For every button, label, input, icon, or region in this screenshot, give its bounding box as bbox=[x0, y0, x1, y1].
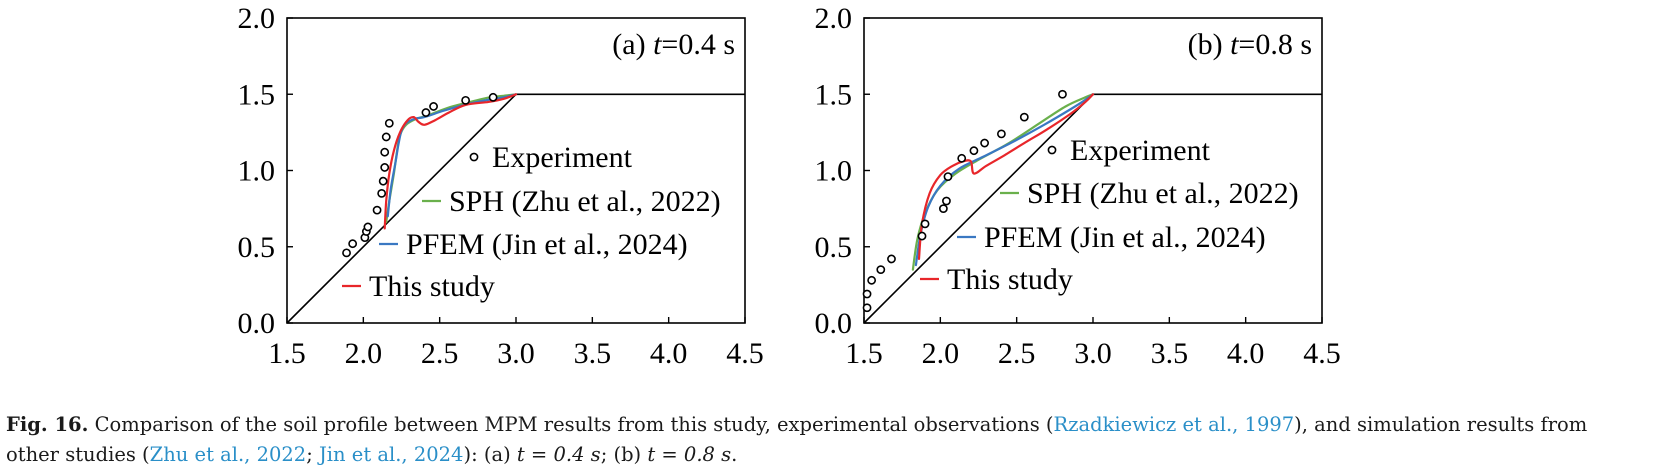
legend-label-experiment: Experiment bbox=[1070, 134, 1211, 167]
panel-time-value: =0.4 s bbox=[661, 28, 735, 61]
y-tick-label: 0.5 bbox=[815, 231, 853, 264]
y-tick-label: 1.5 bbox=[815, 78, 853, 111]
experiment-point bbox=[488, 92, 498, 102]
plot-frame bbox=[863, 17, 1323, 324]
panel-letter: (a) bbox=[612, 28, 653, 61]
x-tick-label: 4.5 bbox=[726, 337, 764, 370]
experiment-point bbox=[363, 222, 373, 232]
experiment-point bbox=[876, 265, 886, 275]
y-tick-label: 2.0 bbox=[238, 2, 276, 35]
experiment-point bbox=[348, 239, 358, 249]
experiment-point bbox=[862, 289, 872, 299]
experiment-point bbox=[980, 138, 990, 148]
legend-label: This study bbox=[947, 263, 1073, 296]
y-tick-label: 0.5 bbox=[238, 231, 276, 264]
experiment-point bbox=[867, 275, 877, 285]
experiment-point bbox=[380, 163, 390, 172]
series-line-this bbox=[383, 93, 518, 230]
caption-math-a: t = 0.4 s bbox=[516, 443, 601, 466]
experiment-point bbox=[377, 188, 387, 198]
experiment-point bbox=[943, 172, 953, 181]
panel-time-symbol: t bbox=[653, 28, 662, 61]
series-line-this bbox=[917, 93, 1095, 260]
y-tick-label: 0.0 bbox=[815, 307, 853, 340]
caption-text-2: ), and simulation results from other stu… bbox=[6, 413, 1588, 466]
x-tick-label: 2.5 bbox=[421, 337, 459, 370]
y-tick-label: 1.0 bbox=[815, 155, 853, 188]
x-tick-label: 4.0 bbox=[1227, 337, 1265, 370]
citation-link-rzadkiewicz[interactable]: Rzadkiewicz et al., 1997 bbox=[1053, 413, 1295, 436]
chart-panel-b: 1.5 2.0 2.5 3.0 3.5 4.0 4.5 0.0 0.5 1.0 1.5 2.0 (b) … bbox=[815, 2, 1341, 370]
experiment-point bbox=[887, 254, 896, 264]
experiment-point bbox=[1019, 112, 1029, 122]
x-tick-label: 3.5 bbox=[1151, 337, 1189, 370]
caption-text-3: ): (a) bbox=[463, 443, 517, 466]
caption-math-b: t = 0.8 s bbox=[647, 443, 732, 466]
experiment-point bbox=[372, 205, 382, 215]
experiment-point bbox=[429, 102, 438, 111]
legend-label: SPH (Zhu et al., 2022) bbox=[1027, 177, 1299, 210]
experiment-point bbox=[997, 129, 1006, 139]
x-tick-label: 4.5 bbox=[1303, 337, 1341, 370]
legend-marker-experiment bbox=[1047, 145, 1057, 155]
legend-label: SPH (Zhu et al., 2022) bbox=[449, 185, 721, 218]
experiment-point bbox=[378, 176, 388, 186]
legend-label: PFEM (Jin et al., 2024) bbox=[984, 221, 1266, 254]
caption-separator: ; bbox=[306, 443, 319, 466]
x-tick-label: 1.5 bbox=[268, 337, 306, 370]
figure-caption: Fig. 16. Comparison of the soil profile … bbox=[6, 410, 1646, 470]
experiment-point bbox=[969, 146, 979, 156]
experiment-point bbox=[917, 231, 927, 241]
caption-text-4: ; (b) bbox=[600, 443, 648, 466]
x-tick-label: 2.5 bbox=[998, 337, 1036, 370]
panel-label: (a) t=0.4 s bbox=[612, 28, 735, 61]
experiment-point bbox=[381, 132, 391, 142]
experiment-point bbox=[342, 248, 351, 258]
citation-link-jin[interactable]: Jin et al., 2024 bbox=[318, 443, 464, 466]
citation-link-zhu[interactable]: Zhu et al., 2022 bbox=[149, 443, 307, 466]
caption-label: Fig. 16. bbox=[6, 413, 89, 436]
y-tick-label: 0.0 bbox=[238, 307, 276, 340]
experiment-point bbox=[942, 196, 951, 206]
legend-label: This study bbox=[369, 270, 495, 303]
panel-label: (b) t=0.8 s bbox=[1188, 28, 1312, 61]
legend-marker-experiment bbox=[469, 152, 479, 162]
experiment-point bbox=[1058, 89, 1067, 99]
experiment-point bbox=[920, 219, 930, 229]
experiment-point bbox=[461, 95, 471, 105]
experiment-point bbox=[957, 153, 967, 163]
y-tick-label: 2.0 bbox=[815, 2, 853, 35]
caption-text-1: Comparison of the soil profile between M… bbox=[94, 413, 1054, 436]
x-tick-label: 2.0 bbox=[922, 337, 960, 370]
legend-label-experiment: Experiment bbox=[492, 141, 633, 174]
caption-text-5: . bbox=[731, 443, 738, 466]
experiment-point bbox=[421, 108, 431, 117]
x-tick-label: 3.0 bbox=[1074, 337, 1112, 370]
x-tick-label: 3.5 bbox=[574, 337, 612, 370]
x-tick-label: 2.0 bbox=[345, 337, 383, 370]
figure: 1.5 2.0 2.5 3.0 3.5 4.0 4.5 0.0 0.5 1.0 1.5 2.0 (a) … bbox=[238, 2, 1341, 370]
panel-time-value: =0.8 s bbox=[1238, 28, 1312, 61]
series-line-pfem bbox=[914, 93, 1095, 267]
legend-label: PFEM (Jin et al., 2024) bbox=[406, 228, 688, 261]
experiment-point bbox=[862, 303, 872, 313]
panel-time-symbol: t bbox=[1230, 28, 1239, 61]
panel-letter: (b) bbox=[1188, 28, 1230, 61]
chart-panel-a: 1.5 2.0 2.5 3.0 3.5 4.0 4.5 0.0 0.5 1.0 1.5 2.0 (a) … bbox=[238, 2, 764, 370]
experiment-point bbox=[384, 118, 394, 128]
y-tick-label: 1.0 bbox=[238, 155, 276, 188]
y-tick-label: 1.5 bbox=[238, 78, 276, 111]
x-tick-label: 1.5 bbox=[845, 337, 883, 370]
experiment-point bbox=[938, 204, 948, 214]
x-tick-label: 3.0 bbox=[497, 337, 535, 370]
experiment-point bbox=[380, 147, 390, 157]
x-tick-label: 4.0 bbox=[650, 337, 688, 370]
